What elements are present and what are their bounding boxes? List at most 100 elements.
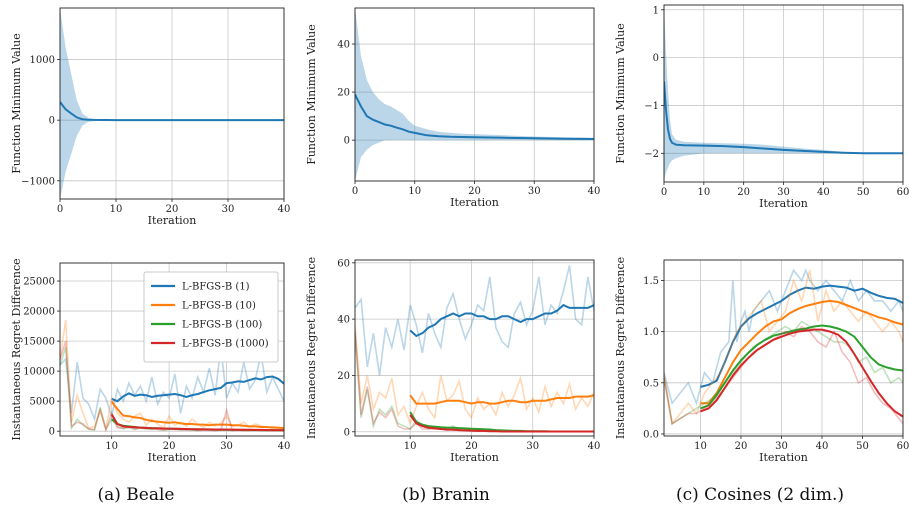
x-tick-label: 30 <box>222 204 235 215</box>
smoothed-line-l-bfgs-b-100- <box>700 324 903 410</box>
y-axis-label: Instantaneous Regret Difference <box>614 257 627 439</box>
y-tick-label: 5000 <box>30 397 55 408</box>
y-tick-label: 1.5 <box>643 276 659 287</box>
x-tick-label: 30 <box>528 186 541 197</box>
x-tick-label: 10 <box>408 186 421 197</box>
x-tick-label: 30 <box>220 441 233 452</box>
raw-line-l-bfgs-b-1- <box>664 268 903 406</box>
x-axis-label: Iteration <box>759 451 808 464</box>
y-tick-label: 10000 <box>23 367 55 378</box>
smoothed-line-l-bfgs-b-1- <box>409 303 594 338</box>
chart-panel-beale-bottom: 10 20 30 40 0 5000 10000 15000 20000 25000 Iterati… <box>10 258 290 464</box>
smoothed-line-l-bfgs-b-10- <box>409 394 594 405</box>
legend: L-BFGS-B (1) L-BFGS-B (10) L-BFGS-B (100) L… <box>143 271 279 363</box>
plot-frame <box>354 259 595 437</box>
y-tick-label: 20000 <box>23 307 55 318</box>
caption-cosines: (c) Cosines (2 dim.) <box>676 485 844 505</box>
smoothed-line-l-bfgs-b-1- <box>111 375 284 403</box>
x-tick-label: 60 <box>897 187 909 198</box>
raw-line-l-bfgs-b-10- <box>664 269 903 426</box>
y-axis-label: Function Minimum Value <box>614 23 627 164</box>
data-layer <box>60 8 284 199</box>
x-tick-label: 40 <box>588 186 601 197</box>
plot-frame <box>59 7 285 200</box>
data-layer <box>60 319 284 433</box>
smoothed-line-l-bfgs-b-1000- <box>409 414 594 433</box>
y-tick-label: 0.5 <box>643 378 659 389</box>
x-tick-label: 40 <box>278 441 291 452</box>
plot-frame <box>354 7 595 182</box>
y-tick-label: 60 <box>337 258 350 269</box>
x-axis-label: Iteration <box>450 196 499 209</box>
x-tick-label: 40 <box>278 204 291 215</box>
smoothed-line-l-bfgs-b-1- <box>700 284 903 388</box>
y-axis-label: Function Minimum Value <box>305 24 318 165</box>
smoothed-line-l-bfgs-b-10- <box>110 401 284 430</box>
raw-line-l-bfgs-b-1000- <box>664 325 903 426</box>
plot-area <box>355 260 594 436</box>
x-tick-label: 10 <box>404 441 417 452</box>
x-tick-label: 20 <box>166 204 179 215</box>
chart-panel-cosines-bottom: 10 20 30 40 50 60 0.0 0.5 1.0 1.5 Iteration Instant… <box>614 257 909 464</box>
mean-line <box>355 94 594 140</box>
data-layer <box>355 265 594 433</box>
chart-panel-branin-bottom: 10 20 30 40 0 20 40 60 Iteration Instantaneous Re… <box>305 257 600 464</box>
caption-beale: (a) Beale <box>98 485 175 505</box>
y-tick-label: 25000 <box>23 277 55 288</box>
x-tick-label: 40 <box>588 441 601 452</box>
x-tick-label: 10 <box>697 187 710 198</box>
y-axis-label: Function Minimum Value <box>10 33 23 174</box>
y-tick-label: 1 <box>653 5 659 16</box>
confidence-band <box>664 5 903 182</box>
x-tick-label: 50 <box>857 187 870 198</box>
y-tick-label: 1.0 <box>643 327 659 338</box>
y-tick-label: 40 <box>337 40 350 51</box>
x-tick-label: 60 <box>897 441 909 452</box>
y-tick-label: 0.0 <box>643 429 659 440</box>
raw-line-l-bfgs-b-100- <box>664 320 903 426</box>
y-tick-label: −1 <box>644 101 659 112</box>
smoothed-line-l-bfgs-b-10- <box>700 299 903 405</box>
x-tick-label: 20 <box>468 186 481 197</box>
x-tick-label: 10 <box>110 204 123 215</box>
y-axis-label: Instantaneous Regret Difference <box>10 258 23 440</box>
x-tick-label: 30 <box>526 441 539 452</box>
mean-line <box>60 101 284 122</box>
y-tick-label: 1000 <box>30 55 55 66</box>
x-tick-label: 10 <box>105 441 118 452</box>
x-axis-label: Iteration <box>759 197 808 210</box>
mean-line <box>664 81 903 155</box>
data-layer <box>664 5 903 182</box>
x-tick-label: 0 <box>352 186 358 197</box>
y-tick-label: 20 <box>337 371 350 382</box>
y-tick-label: 0 <box>653 53 659 64</box>
x-tick-label: 40 <box>816 441 829 452</box>
x-tick-label: 20 <box>465 441 478 452</box>
legend-label: L-BFGS-B (100) <box>182 320 262 331</box>
x-tick-label: 20 <box>735 441 748 452</box>
y-tick-label: 20 <box>337 88 350 99</box>
caption-branin: (b) Branin <box>402 485 490 505</box>
raw-line-l-bfgs-b-10- <box>60 319 284 430</box>
x-tick-label: 20 <box>737 187 750 198</box>
x-axis-label: Iteration <box>450 451 499 464</box>
data-layer <box>355 8 594 181</box>
raw-line-l-bfgs-b-1- <box>60 347 284 423</box>
y-tick-label: 15000 <box>23 337 55 348</box>
x-tick-label: 20 <box>163 441 176 452</box>
data-layer <box>664 268 903 426</box>
legend-label: L-BFGS-B (10) <box>182 301 256 312</box>
plot-area <box>664 260 903 436</box>
plot-frame <box>663 4 904 183</box>
x-axis-label: Iteration <box>148 214 197 227</box>
x-tick-label: 40 <box>817 187 830 198</box>
y-axis-label: Instantaneous Regret Difference <box>305 257 318 439</box>
x-tick-label: 30 <box>777 187 790 198</box>
legend-label: L-BFGS-B (1000) <box>182 339 269 350</box>
x-tick-label: 0 <box>661 187 667 198</box>
chart-panel-cosines-top: 0 10 20 30 40 50 60 −2 −1 0 1 Iteration Function Min… <box>614 4 909 210</box>
legend-box <box>143 271 279 363</box>
plot-frame <box>59 262 285 437</box>
